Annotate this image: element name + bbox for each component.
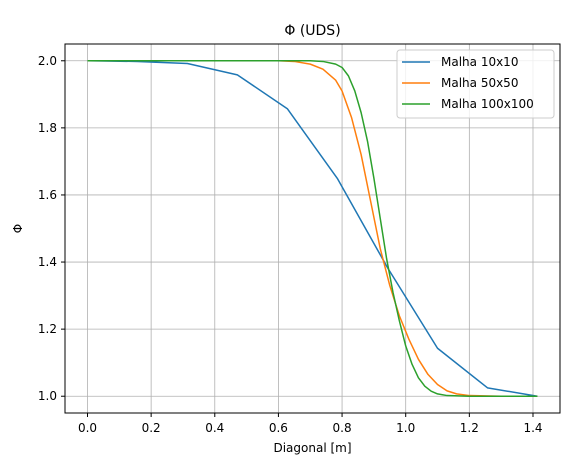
legend-entry: Malha 50x50 [441, 76, 518, 90]
x-axis-ticks: 0.0 0.2 0.4 0.6 0.8 1.0 1.2 1.4 [78, 413, 543, 435]
x-tick-label: 0.6 [269, 421, 288, 435]
x-tick-label: 0.0 [78, 421, 97, 435]
legend-entry: Malha 10x10 [441, 55, 518, 69]
x-tick-label: 0.4 [205, 421, 224, 435]
x-axis-label: Diagonal [m] [273, 441, 351, 455]
series-lines [87, 60, 538, 397]
x-tick-label: 1.4 [523, 421, 542, 435]
legend-box [396, 49, 555, 119]
y-tick-label: 1.8 [38, 121, 57, 135]
y-tick-label: 1.4 [38, 255, 57, 269]
y-tick-label: 1.2 [38, 322, 57, 336]
series-line-3 [87, 60, 538, 397]
plot-frame [64, 43, 561, 414]
legend-entry: Malha 100x100 [441, 97, 534, 111]
chart-title: Φ (UDS) [284, 23, 340, 39]
x-tick-label: 1.2 [460, 421, 479, 435]
y-tick-label: 1.0 [38, 389, 57, 403]
x-tick-label: 0.8 [333, 421, 352, 435]
y-axis-ticks: 1.0 1.2 1.4 1.6 1.8 2.0 [38, 54, 65, 403]
x-tick-label: 0.2 [142, 421, 161, 435]
y-tick-label: 2.0 [38, 54, 57, 68]
y-tick-label: 1.6 [38, 188, 57, 202]
x-tick-label: 1.0 [396, 421, 415, 435]
legend: Malha 10x10 Malha 50x50 Malha 100x100 [396, 49, 555, 119]
y-axis-label: Φ [11, 224, 25, 233]
series-line-1 [87, 60, 538, 397]
